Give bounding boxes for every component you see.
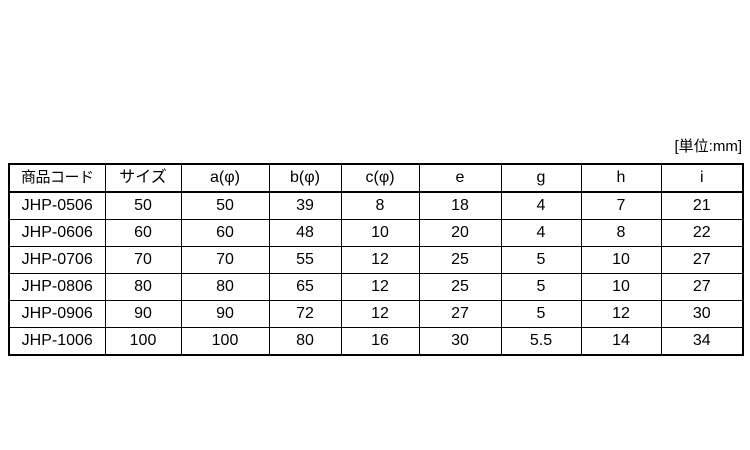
cell-c: 10 [340, 219, 420, 247]
cell-i: 27 [660, 273, 744, 301]
cell-h: 12 [580, 300, 662, 328]
cell-code: JHP-0806 [8, 273, 106, 301]
cell-i: 22 [660, 219, 744, 247]
table-header: 商品コード サイズ a(φ) b(φ) c(φ) e g h i [8, 163, 744, 193]
table-row: JHP-0906 90 90 72 12 27 5 12 30 [8, 300, 744, 328]
cell-b: 80 [268, 327, 342, 356]
cell-b: 55 [268, 246, 342, 274]
cell-h: 8 [580, 219, 662, 247]
cell-g: 5.5 [500, 327, 582, 356]
cell-e: 25 [418, 273, 502, 301]
cell-e: 25 [418, 246, 502, 274]
cell-size: 50 [104, 191, 182, 220]
cell-a: 80 [180, 273, 270, 301]
cell-c: 12 [340, 273, 420, 301]
spec-table-container: 商品コード サイズ a(φ) b(φ) c(φ) e g h i JHP-050… [8, 163, 744, 356]
table-row: JHP-0706 70 70 55 12 25 5 10 27 [8, 246, 744, 274]
cell-h: 14 [580, 327, 662, 356]
cell-c: 16 [340, 327, 420, 356]
table-row: JHP-0506 50 50 39 8 18 4 7 21 [8, 191, 744, 220]
cell-c: 12 [340, 246, 420, 274]
product-dimension-table: 商品コード サイズ a(φ) b(φ) c(φ) e g h i JHP-050… [8, 163, 744, 356]
table-row: JHP-0806 80 80 65 12 25 5 10 27 [8, 273, 744, 301]
cell-i: 30 [660, 300, 744, 328]
cell-b: 39 [268, 191, 342, 220]
cell-h: 7 [580, 191, 662, 220]
table-row: JHP-0606 60 60 48 10 20 4 8 22 [8, 219, 744, 247]
cell-e: 20 [418, 219, 502, 247]
cell-e: 18 [418, 191, 502, 220]
cell-code: JHP-1006 [8, 327, 106, 356]
cell-g: 4 [500, 191, 582, 220]
column-header-b: b(φ) [268, 163, 342, 193]
column-header-g: g [500, 163, 582, 193]
column-header-i: i [660, 163, 744, 193]
cell-size: 80 [104, 273, 182, 301]
cell-c: 12 [340, 300, 420, 328]
cell-a: 100 [180, 327, 270, 356]
cell-g: 5 [500, 273, 582, 301]
cell-a: 90 [180, 300, 270, 328]
unit-note: [単位:mm] [674, 138, 743, 155]
cell-b: 48 [268, 219, 342, 247]
cell-i: 34 [660, 327, 744, 356]
cell-size: 60 [104, 219, 182, 247]
column-header-h: h [580, 163, 662, 193]
cell-i: 21 [660, 191, 744, 220]
table-header-row: 商品コード サイズ a(φ) b(φ) c(φ) e g h i [8, 163, 744, 193]
cell-g: 5 [500, 246, 582, 274]
cell-code: JHP-0706 [8, 246, 106, 274]
cell-code: JHP-0906 [8, 300, 106, 328]
cell-h: 10 [580, 246, 662, 274]
cell-a: 60 [180, 219, 270, 247]
cell-e: 30 [418, 327, 502, 356]
cell-g: 5 [500, 300, 582, 328]
cell-a: 50 [180, 191, 270, 220]
cell-g: 4 [500, 219, 582, 247]
column-header-code: 商品コード [8, 163, 106, 193]
cell-c: 8 [340, 191, 420, 220]
column-header-c: c(φ) [340, 163, 420, 193]
cell-b: 65 [268, 273, 342, 301]
table-body: JHP-0506 50 50 39 8 18 4 7 21 JHP-0606 6… [8, 191, 744, 356]
cell-i: 27 [660, 246, 744, 274]
column-header-a: a(φ) [180, 163, 270, 193]
cell-size: 70 [104, 246, 182, 274]
cell-h: 10 [580, 273, 662, 301]
table-row: JHP-1006 100 100 80 16 30 5.5 14 34 [8, 327, 744, 356]
cell-a: 70 [180, 246, 270, 274]
cell-code: JHP-0606 [8, 219, 106, 247]
column-header-e: e [418, 163, 502, 193]
cell-size: 100 [104, 327, 182, 356]
cell-b: 72 [268, 300, 342, 328]
cell-size: 90 [104, 300, 182, 328]
column-header-size: サイズ [104, 163, 182, 193]
cell-e: 27 [418, 300, 502, 328]
cell-code: JHP-0506 [8, 191, 106, 220]
